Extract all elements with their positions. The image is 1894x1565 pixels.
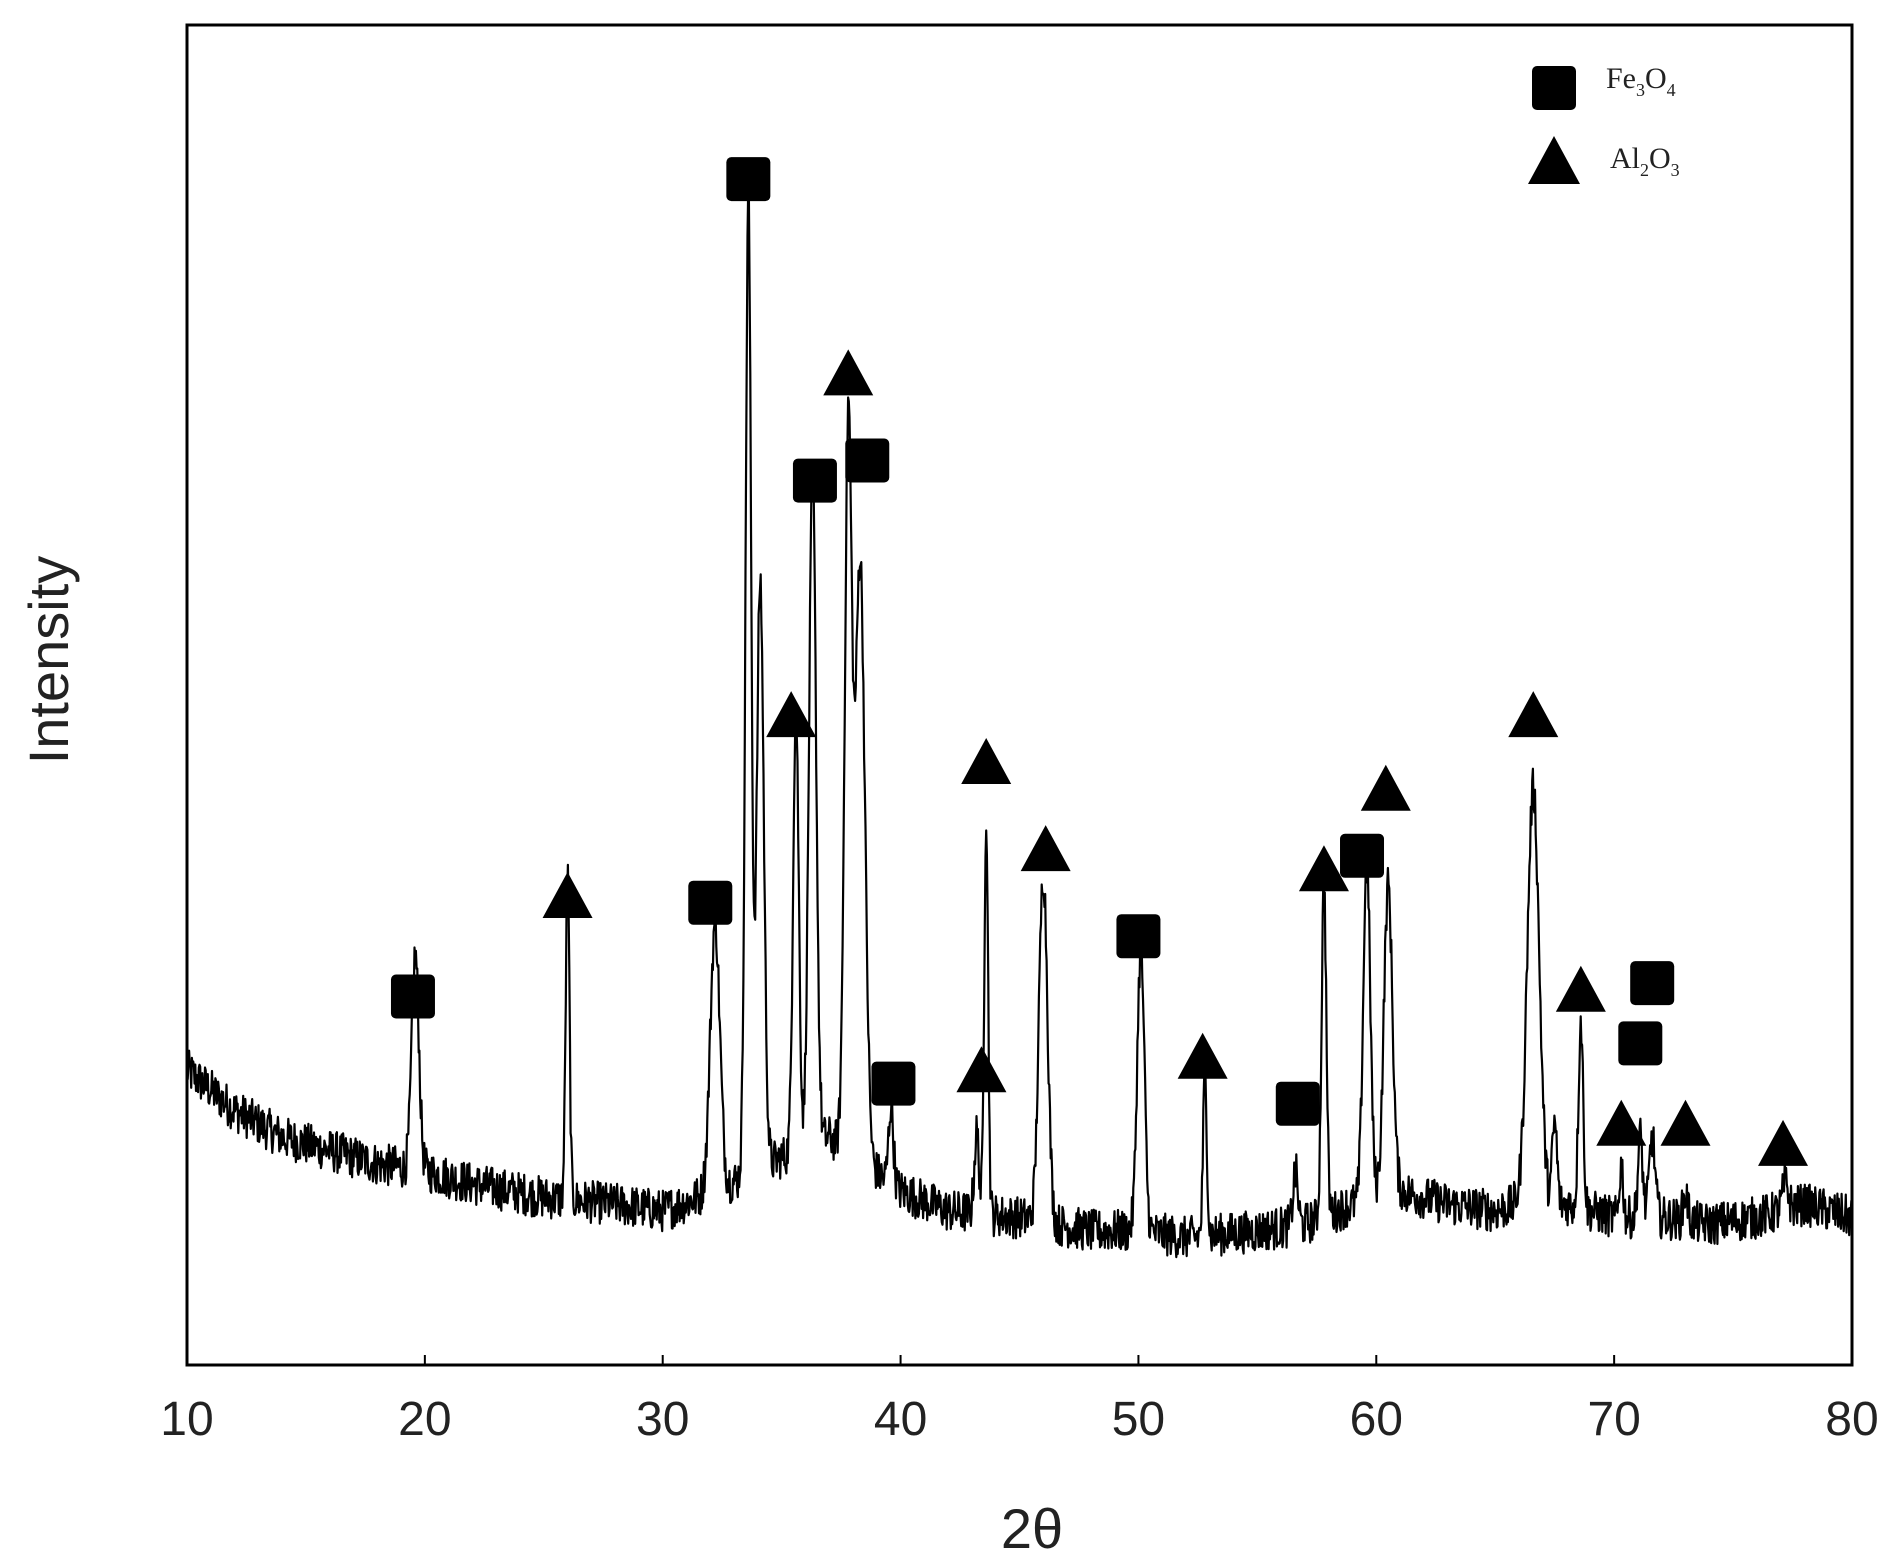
plot-area-frame [185, 23, 1854, 1367]
al2o3-triangle-marker [961, 738, 1012, 784]
fe3o4-square-marker [1630, 961, 1675, 1006]
legend-label-al2o3: Al2O3 [1610, 142, 1680, 180]
al2o3-triangle-marker [1555, 965, 1606, 1012]
x-tick-label: 60 [1350, 1393, 1403, 1446]
x-tick-label: 40 [874, 1393, 927, 1446]
legend-item-fe3o4: Fe3O4 [1532, 62, 1676, 110]
fe3o4-square-marker [1340, 833, 1385, 878]
al2o3-triangle-marker [956, 1046, 1007, 1093]
x-tick-label: 20 [398, 1393, 451, 1446]
al2o3-triangle-marker [1508, 691, 1559, 738]
al2o3-triangle-marker [1298, 845, 1349, 892]
al2o3-triangle-marker [1360, 764, 1411, 811]
fe3o4-square-marker [1116, 914, 1161, 959]
legend-item-al2o3: Al2O3 [1528, 136, 1680, 184]
al2o3-triangle-marker [1660, 1099, 1711, 1146]
al2o3-triangle-marker [1596, 1099, 1647, 1146]
fe3o4-square-marker [845, 438, 890, 483]
fe3o4-square-marker [871, 1061, 916, 1106]
al2o3-triangle-marker [1020, 825, 1071, 872]
x-axis-label: 2θ [1001, 1497, 1063, 1560]
al2o3-triangle-marker [1758, 1119, 1809, 1166]
series-layer [185, 188, 1854, 1259]
fe3o4-square-marker [726, 157, 771, 202]
x-tick-label: 10 [160, 1393, 213, 1446]
al2o3-triangle-marker [542, 872, 593, 918]
y-axis-label: Intensity [17, 556, 80, 765]
legend: Fe3O4 Al2O3 [1528, 62, 1680, 184]
x-tick-label: 70 [1587, 1393, 1640, 1446]
plot-frame [185, 23, 1854, 1367]
x-tick-label: 50 [1112, 1393, 1165, 1446]
al2o3-triangle-marker [823, 349, 874, 396]
al2o3-triangle-marker [1177, 1032, 1228, 1079]
phase-markers [390, 157, 1809, 1166]
x-tick-label: 80 [1825, 1393, 1878, 1446]
legend-square-marker [1532, 66, 1576, 110]
fe3o4-square-marker [1618, 1021, 1663, 1066]
legend-label-fe3o4: Fe3O4 [1606, 62, 1676, 100]
fe3o4-square-marker [1275, 1081, 1320, 1126]
x-tick-label: 30 [636, 1393, 689, 1446]
xrd-pattern-line [185, 188, 1854, 1259]
fe3o4-square-marker [688, 880, 733, 925]
al2o3-triangle-marker [766, 691, 817, 738]
legend-triangle-marker [1528, 136, 1580, 184]
fe3o4-square-marker [792, 458, 837, 503]
x-ticks: 10 20 30 40 50 60 70 80 [160, 1355, 1879, 1446]
fe3o4-square-marker [390, 974, 435, 1019]
